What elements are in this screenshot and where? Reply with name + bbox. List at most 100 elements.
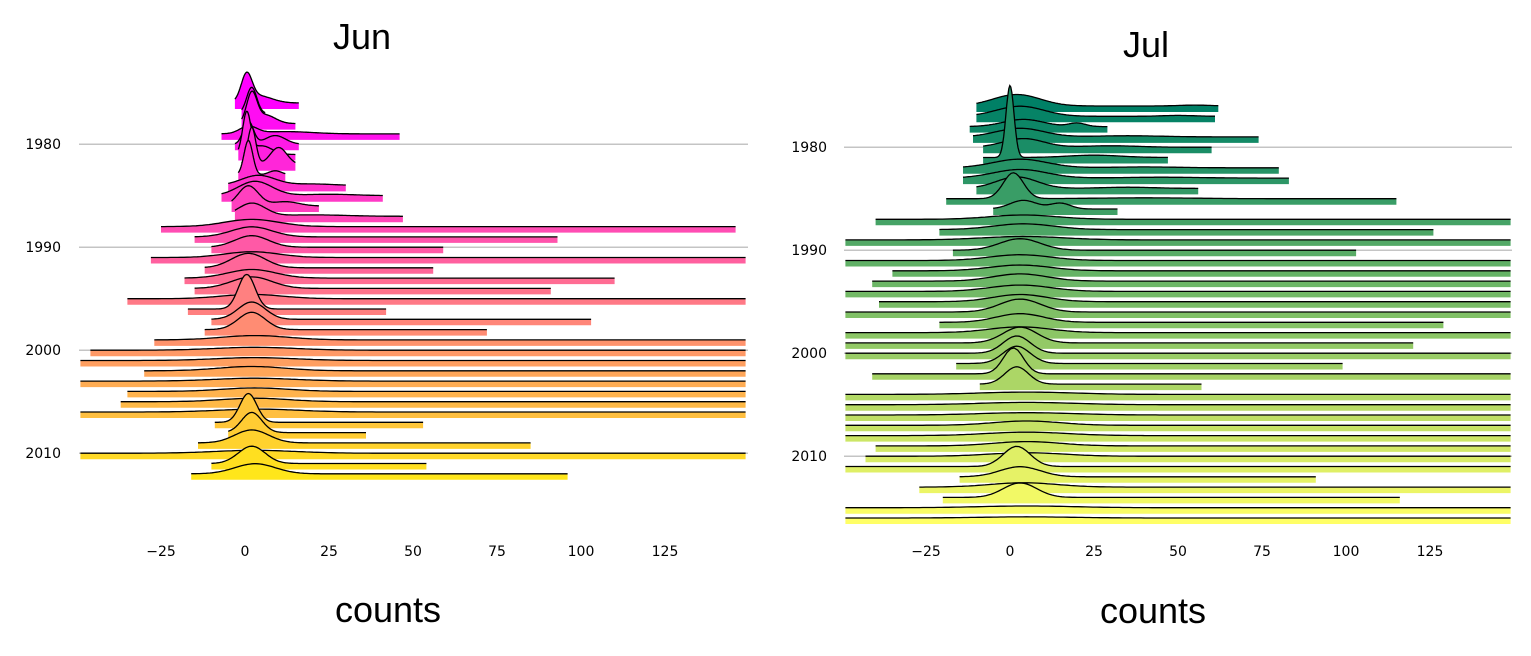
x-tick-label: 50: [404, 544, 422, 560]
ridge-line-1999: [845, 326, 1414, 344]
ridge-line-2003: [80, 377, 746, 382]
y-tick-label: 1980: [25, 137, 61, 153]
ridge-line-2005: [120, 397, 746, 403]
ridge-line-1991: [150, 251, 746, 259]
ridge-line-1995: [879, 293, 1511, 303]
x-tick-label: 0: [241, 544, 250, 560]
ridge-fill-1994: [194, 276, 551, 295]
ridge-fill-2007: [845, 421, 1511, 432]
x-tick-label: 75: [488, 544, 506, 560]
x-tick-label: 100: [568, 544, 595, 560]
ridge-fill-2004: [845, 392, 1511, 401]
ridge-fill-2011: [845, 446, 1511, 473]
ridge-line-1980: [983, 137, 1212, 148]
ridge-line-1983: [237, 139, 286, 175]
jun-title: Jun: [333, 16, 391, 57]
y-tick-label: 2010: [25, 446, 61, 462]
ridge-line-2005: [845, 401, 1511, 406]
ridge-line-1990: [952, 238, 1357, 251]
ridge-fill-1987: [234, 203, 403, 223]
ridge-line-1978: [241, 90, 296, 125]
ridge-line-1992: [892, 264, 1511, 272]
ridge-line-1984: [228, 174, 346, 186]
ridge-line-2011: [845, 445, 1511, 468]
ridge-line-2008: [227, 411, 366, 434]
ridge-fill-1984: [976, 176, 1199, 195]
ridge-line-1981: [983, 84, 1168, 159]
y-tick-label: 2000: [791, 346, 827, 362]
ridge-line-1991: [845, 254, 1511, 262]
ridge-line-2010: [865, 452, 1511, 457]
ridge-line-1985: [946, 172, 1397, 200]
ridge-line-1995: [127, 293, 746, 300]
ridge-line-2004: [127, 387, 746, 393]
ridge-fill-2009: [198, 429, 531, 449]
ridge-line-2003: [979, 366, 1202, 385]
y-tick-label: 1980: [791, 140, 827, 156]
ridge-line-2011: [211, 445, 427, 465]
jun-panel: Jun counts 1980 1990 2000 2010 −25 0 25 50 75 100…: [25, 16, 748, 630]
ridge-fill-2002: [144, 366, 746, 377]
ridge-line-1986: [231, 185, 319, 207]
ridge-line-2000: [845, 335, 1511, 354]
ridge-line-1988: [161, 218, 736, 228]
x-tick-label: 50: [1169, 544, 1187, 560]
ridge-line-1976: [234, 71, 299, 104]
ridge-fill-1989: [845, 236, 1511, 246]
ridge-fill-1993: [184, 269, 615, 285]
ridge-line-2004: [845, 391, 1511, 396]
ridge-line-1989: [194, 226, 558, 238]
jun-xlabel: counts: [335, 589, 441, 630]
ridge-line-2001: [80, 356, 746, 362]
ridge-fill-1995: [127, 294, 746, 305]
ridge-line-1994: [845, 284, 1511, 293]
ridge-line-1998: [845, 326, 1511, 334]
ridge-line-1996: [845, 298, 1511, 313]
jul-xlabel: counts: [1100, 590, 1206, 631]
x-tick-label: 125: [652, 544, 679, 560]
jul-panel: Jul counts 1980 1990 2000 2010 −25 0 25 50 75 100…: [791, 24, 1512, 631]
ridge-line-1978: [969, 118, 1108, 128]
ridge-fill-2005: [845, 402, 1511, 411]
ridge-fill-2001: [80, 357, 746, 367]
x-tick-label: 25: [1085, 544, 1103, 560]
ridge-fill-2010: [80, 450, 746, 460]
ridge-fill-2000: [90, 347, 746, 357]
ridge-fill-1996: [187, 274, 387, 315]
ridge-fill-2009: [875, 441, 1511, 452]
ridge-fill-2003: [80, 378, 746, 388]
ridge-fill-1992: [204, 253, 434, 274]
ridge-line-2009: [875, 440, 1511, 447]
ridge-fill-2014: [942, 483, 1400, 504]
ridge-fill-1996: [845, 299, 1511, 318]
x-tick-label: 25: [320, 544, 338, 560]
ridge-line-1992: [204, 252, 434, 269]
ridge-line-1999: [154, 334, 746, 341]
ridge-line-1986: [993, 199, 1118, 210]
ridge-line-2008: [845, 431, 1511, 437]
jul-title: Jul: [1123, 24, 1169, 65]
ridge-line-1993: [184, 268, 615, 279]
ridge-line-1982: [962, 158, 1279, 169]
ridge-line-2007: [845, 420, 1511, 426]
ridge-line-1993: [872, 273, 1511, 282]
ridge-line-1977: [241, 86, 266, 114]
ridge-line-2012: [191, 463, 568, 475]
x-tick-label: 125: [1417, 544, 1444, 560]
y-tick-label: 2000: [25, 343, 61, 359]
ridge-line-1987: [875, 214, 1511, 220]
ridge-line-1997: [939, 313, 1444, 323]
ridge-line-2009: [198, 429, 531, 444]
ridge-line-2014: [942, 482, 1400, 499]
ridge-fill-2008: [845, 432, 1511, 442]
ridge-fill-2006: [845, 412, 1511, 421]
y-tick-label: 1990: [791, 243, 827, 259]
ridge-line-1982: [241, 126, 296, 164]
x-tick-label: −25: [146, 544, 176, 560]
ridge-line-1989: [845, 235, 1511, 241]
ridge-fill-2004: [127, 387, 746, 398]
x-tick-label: 0: [1006, 544, 1015, 560]
ridge-fill-1983: [963, 169, 1289, 185]
ridge-fill-1978: [241, 91, 296, 130]
ridge-line-2010: [80, 449, 746, 454]
